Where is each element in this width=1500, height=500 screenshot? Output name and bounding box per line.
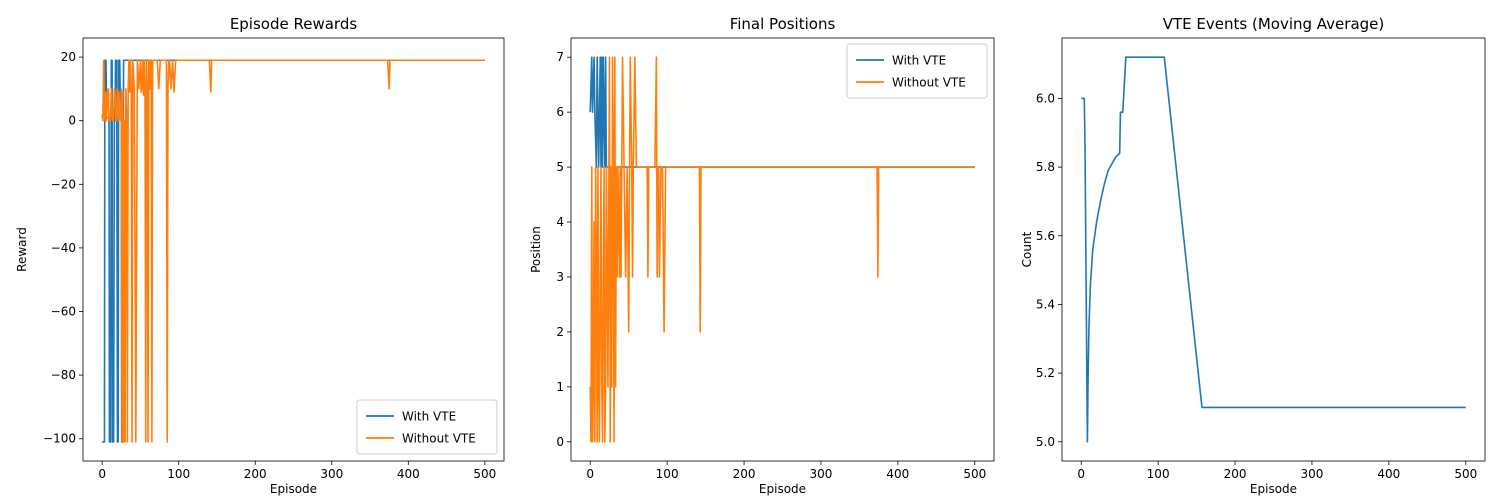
y-axis-label: Count <box>1020 231 1034 267</box>
y-tick-label: 0 <box>556 435 564 449</box>
y-tick-label: 7 <box>556 50 564 64</box>
x-tick-label: 100 <box>167 467 190 481</box>
legend-label: With VTE <box>402 410 456 424</box>
x-tick-label: 400 <box>886 467 909 481</box>
chart-panel-2: 0 100 200 300 400 500 0 1 2 3 4 5 6 7 Final Positions E… <box>529 15 995 496</box>
y-tick-label: −20 <box>51 177 76 191</box>
series-line-without-vte <box>589 56 975 443</box>
y-tick-label: 1 <box>556 380 564 394</box>
x-tick-label: 500 <box>963 467 986 481</box>
plot-area <box>1062 38 1485 461</box>
x-tick-label: 500 <box>1454 467 1477 481</box>
y-tick-label: −80 <box>51 368 76 382</box>
x-tick-label: 500 <box>473 467 496 481</box>
x-tick-label: 300 <box>810 467 833 481</box>
series-group <box>589 56 975 443</box>
x-axis-label: Episode <box>759 482 806 496</box>
x-tick-label: 300 <box>320 467 343 481</box>
y-tick-label: 5.2 <box>1036 366 1055 380</box>
legend-label: Without VTE <box>892 76 966 90</box>
x-tick-label: 400 <box>1377 467 1400 481</box>
x-tick-label: 100 <box>656 467 679 481</box>
x-tick-label: 300 <box>1301 467 1324 481</box>
y-tick-label: −40 <box>51 241 76 255</box>
x-tick-label: 0 <box>1077 467 1085 481</box>
y-tick-label: 20 <box>61 50 76 64</box>
axes-frame <box>570 37 995 462</box>
legend-box <box>356 399 498 455</box>
x-axis-label: Episode <box>270 482 317 496</box>
x-tick-label: 200 <box>244 467 267 481</box>
plot-area <box>571 38 994 461</box>
axes-frame <box>82 37 505 462</box>
y-tick-label: 2 <box>556 325 564 339</box>
x-tick-label: 200 <box>733 467 756 481</box>
chart-title: VTE Events (Moving Average) <box>1163 15 1384 33</box>
y-tick-label: 4 <box>556 215 564 229</box>
y-axis-label: Position <box>529 226 543 273</box>
series-group <box>1081 56 1466 443</box>
y-tick-label: 5.4 <box>1036 297 1055 311</box>
x-tick-label: 0 <box>586 467 594 481</box>
legend-box <box>846 43 988 99</box>
y-tick-label: 5 <box>556 160 564 174</box>
legend: With VTE Without VTE <box>356 399 498 455</box>
x-tick-label: 0 <box>98 467 106 481</box>
series-line-series-1 <box>1081 56 1466 443</box>
y-tick-label: 5.6 <box>1036 229 1055 243</box>
series-group <box>101 59 485 443</box>
x-axis-label: Episode <box>1250 482 1297 496</box>
y-tick-label: 5.8 <box>1036 160 1055 174</box>
chart-title: Episode Rewards <box>230 15 358 33</box>
legend-label: With VTE <box>892 54 946 68</box>
chart-panel-1: 0 100 200 300 400 500200−20−40−60−80−100Episo… <box>15 15 505 496</box>
x-tick-label: 200 <box>1224 467 1247 481</box>
legend-label: Without VTE <box>402 432 476 446</box>
x-tick-label: 400 <box>397 467 420 481</box>
chart-title: Final Positions <box>730 15 836 33</box>
y-tick-label: −60 <box>51 305 76 319</box>
y-axis-label: Reward <box>15 227 29 272</box>
y-tick-label: 3 <box>556 270 564 284</box>
y-tick-label: 0 <box>68 114 76 128</box>
y-tick-label: 6.0 <box>1036 91 1055 105</box>
legend: With VTE Without VTE <box>846 43 988 99</box>
chart-panel-3: 0 100 200 300 400 500 5.0 5.2 5.4 5.6 5.8 6.0 VTE Ev… <box>1020 15 1486 496</box>
x-tick-label: 100 <box>1147 467 1170 481</box>
series-line-with-vte <box>589 56 975 168</box>
axes-frame <box>1061 37 1486 462</box>
y-tick-label: 6 <box>556 105 564 119</box>
series-line-without-vte <box>101 59 485 443</box>
y-tick-label: −100 <box>43 432 76 446</box>
y-tick-label: 5.0 <box>1036 435 1055 449</box>
